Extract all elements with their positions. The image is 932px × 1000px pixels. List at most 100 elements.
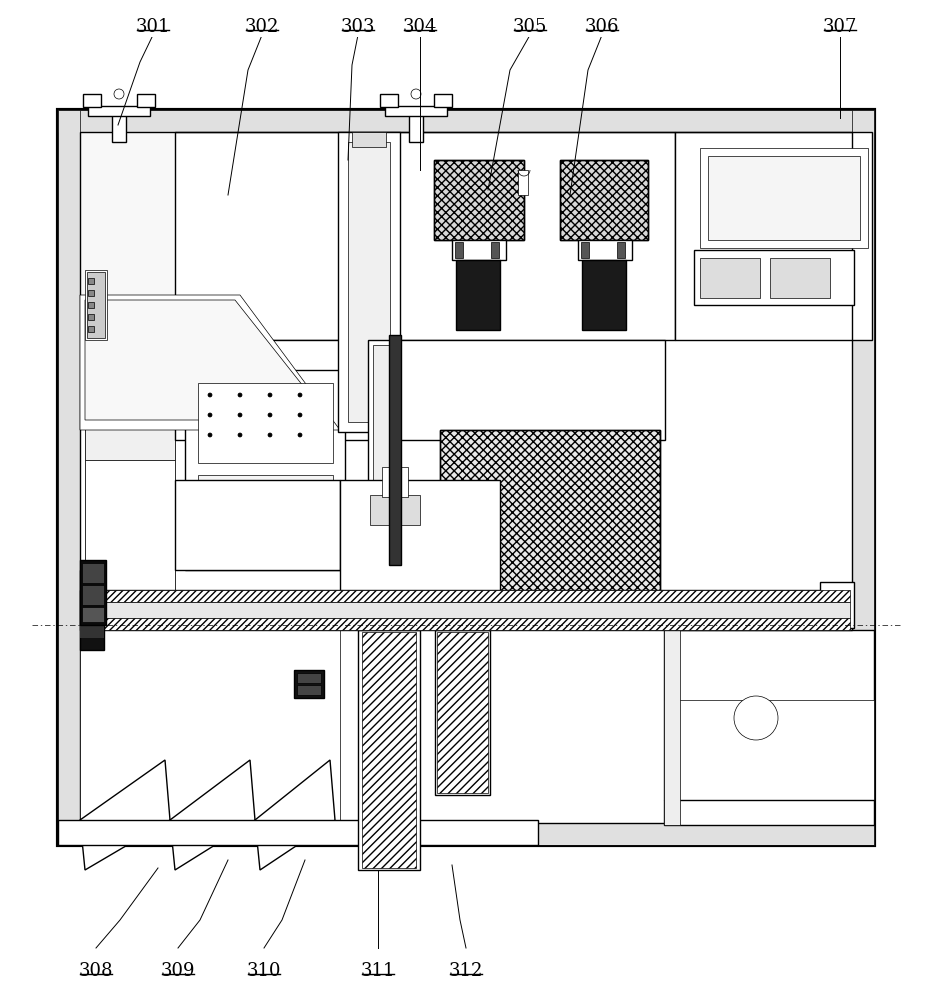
Bar: [82, 585, 104, 605]
Bar: [617, 242, 625, 258]
Text: 312: 312: [449, 962, 483, 980]
Bar: [852, 110, 874, 845]
Bar: [434, 160, 524, 240]
Text: 310: 310: [247, 962, 281, 980]
Bar: [664, 700, 874, 800]
Bar: [435, 630, 490, 795]
Text: 304: 304: [403, 18, 437, 36]
Bar: [358, 630, 420, 870]
Circle shape: [298, 433, 302, 437]
Bar: [434, 94, 452, 107]
Bar: [59, 111, 873, 844]
Bar: [820, 582, 854, 628]
Bar: [88, 278, 94, 284]
Bar: [80, 560, 106, 625]
Text: 309: 309: [160, 962, 195, 980]
Bar: [58, 110, 80, 845]
Bar: [85, 270, 107, 340]
Bar: [58, 110, 874, 132]
Bar: [137, 94, 155, 107]
Bar: [82, 563, 104, 583]
Bar: [455, 242, 463, 258]
Polygon shape: [255, 760, 335, 870]
Bar: [340, 480, 500, 600]
Bar: [581, 242, 589, 258]
Bar: [560, 160, 648, 240]
Bar: [437, 632, 488, 793]
Bar: [198, 475, 333, 555]
Bar: [675, 132, 872, 340]
Bar: [382, 467, 408, 497]
Bar: [82, 590, 850, 602]
Bar: [82, 607, 104, 622]
Bar: [297, 673, 321, 683]
Bar: [198, 383, 333, 463]
Bar: [664, 630, 680, 825]
Bar: [294, 670, 324, 698]
Polygon shape: [80, 760, 170, 870]
Circle shape: [208, 413, 212, 417]
Bar: [664, 800, 874, 825]
Bar: [82, 618, 850, 630]
Text: 307: 307: [823, 18, 857, 36]
Bar: [58, 110, 874, 845]
Bar: [348, 142, 390, 422]
Bar: [185, 370, 345, 570]
Circle shape: [411, 89, 421, 99]
Bar: [582, 260, 626, 330]
Bar: [338, 132, 400, 432]
Circle shape: [238, 393, 242, 397]
Bar: [456, 260, 500, 330]
Circle shape: [298, 393, 302, 397]
Bar: [578, 240, 632, 260]
Circle shape: [298, 413, 302, 417]
Bar: [368, 340, 398, 580]
Bar: [85, 460, 175, 625]
Bar: [297, 685, 321, 695]
Text: 311: 311: [361, 962, 395, 980]
Polygon shape: [80, 132, 175, 340]
Bar: [434, 160, 524, 240]
Bar: [380, 94, 398, 107]
Text: 302: 302: [245, 18, 280, 36]
Bar: [58, 823, 874, 845]
Circle shape: [268, 433, 272, 437]
Bar: [80, 578, 104, 638]
Text: 301: 301: [136, 18, 171, 36]
Bar: [491, 242, 499, 258]
Bar: [112, 110, 126, 142]
Bar: [80, 590, 852, 630]
Text: 303: 303: [341, 18, 376, 36]
Text: 306: 306: [584, 18, 619, 36]
Circle shape: [238, 433, 242, 437]
Circle shape: [208, 433, 212, 437]
Bar: [708, 156, 860, 240]
Bar: [409, 110, 423, 142]
Bar: [58, 820, 538, 845]
Bar: [85, 340, 175, 460]
Bar: [770, 258, 830, 298]
Polygon shape: [170, 760, 255, 870]
Bar: [664, 630, 874, 800]
Polygon shape: [80, 630, 340, 820]
Bar: [80, 132, 852, 823]
Polygon shape: [85, 300, 330, 420]
Bar: [385, 106, 447, 116]
Bar: [88, 314, 94, 320]
Bar: [85, 340, 175, 820]
Bar: [352, 132, 386, 147]
Bar: [88, 106, 150, 116]
Bar: [87, 272, 105, 338]
Bar: [83, 94, 101, 107]
Bar: [452, 240, 506, 260]
Bar: [82, 602, 850, 618]
Circle shape: [208, 393, 212, 397]
Polygon shape: [80, 295, 340, 430]
Bar: [694, 250, 854, 305]
Polygon shape: [175, 480, 340, 570]
Bar: [700, 148, 868, 248]
Bar: [373, 345, 393, 575]
Circle shape: [268, 413, 272, 417]
Text: 305: 305: [513, 18, 547, 36]
Bar: [175, 340, 665, 440]
